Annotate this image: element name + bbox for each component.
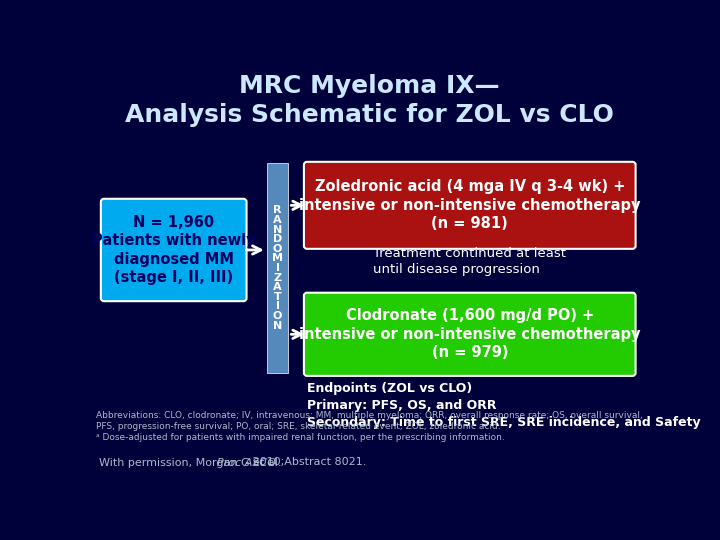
Text: 2010;Abstract 8021.: 2010;Abstract 8021.	[249, 457, 366, 468]
Text: R
A
N
D
O
M
I
Z
A
T
I
O
N: R A N D O M I Z A T I O N	[272, 206, 283, 330]
FancyBboxPatch shape	[304, 162, 636, 249]
FancyBboxPatch shape	[101, 199, 246, 301]
Text: Zoledronic acid (4 mga IV q 3-4 wk) +
intensive or non-intensive chemotherapy
(n: Zoledronic acid (4 mga IV q 3-4 wk) + in…	[299, 179, 641, 232]
Text: MRC Myeloma IX—
Analysis Schematic for ZOL vs CLO: MRC Myeloma IX— Analysis Schematic for Z…	[125, 74, 613, 127]
Text: Proc ASCO: Proc ASCO	[217, 457, 276, 468]
Text: Abbreviations: CLO, clodronate; IV, intravenous; MM, multiple myeloma; ORR, over: Abbreviations: CLO, clodronate; IV, intr…	[96, 411, 643, 442]
Text: Endpoints (ZOL vs CLO)
Primary: PFS, OS, and ORR
Secondary: Time to first SRE, S: Endpoints (ZOL vs CLO) Primary: PFS, OS,…	[307, 382, 701, 429]
Text: Treatment continued at least
until disease progression: Treatment continued at least until disea…	[373, 247, 566, 275]
FancyBboxPatch shape	[266, 164, 289, 373]
Text: Clodronate (1,600 mg/d PO) +
intensive or non-intensive chemotherapy
(n = 979): Clodronate (1,600 mg/d PO) + intensive o…	[299, 308, 641, 360]
Text: With permission, Morgan G et al.: With permission, Morgan G et al.	[99, 457, 285, 468]
Text: N = 1,960
Patients with newly
diagnosed MM
(stage I, II, III): N = 1,960 Patients with newly diagnosed …	[92, 214, 256, 285]
FancyBboxPatch shape	[304, 293, 636, 376]
